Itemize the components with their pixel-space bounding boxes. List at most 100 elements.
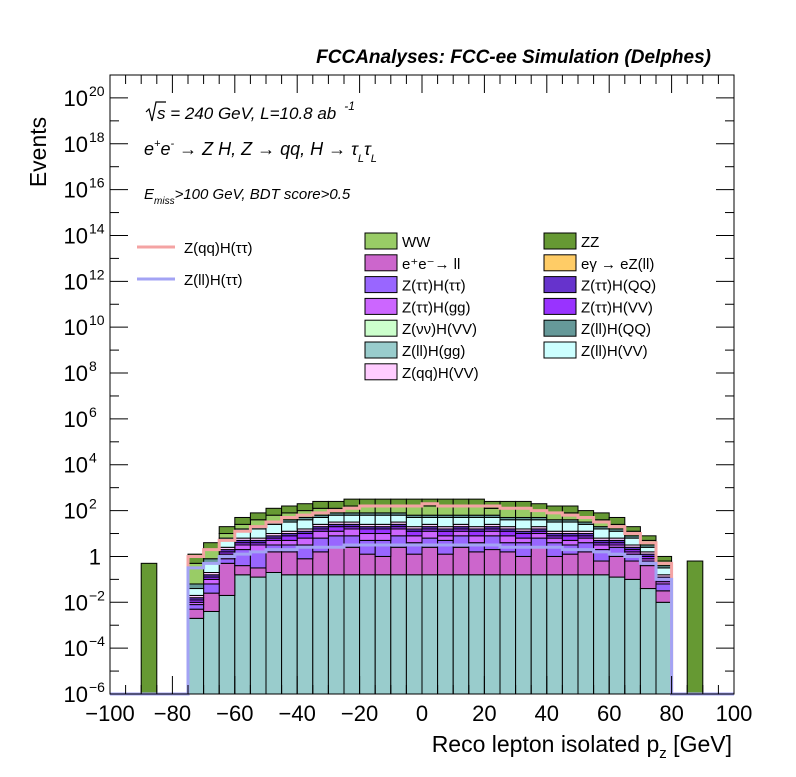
- cuts-E: E: [144, 186, 155, 203]
- process-tau2: τ: [364, 139, 372, 159]
- legend-label: Z(qq)H(ττ): [184, 240, 253, 257]
- stack-bar: [359, 528, 376, 535]
- stack-bar: [187, 588, 205, 596]
- x-tick-label: 0: [416, 701, 428, 726]
- legend-label: Z(ττ)H(gg): [402, 299, 471, 316]
- stack-bar: [405, 530, 423, 537]
- legend-swatch: [543, 276, 577, 294]
- stack-bar: [359, 533, 376, 541]
- stack-bar: [234, 565, 251, 576]
- stack-bar: [530, 546, 548, 576]
- stack-bar: [343, 546, 361, 576]
- x-tick-label: −100: [85, 701, 135, 726]
- signal-legend: Z(qq)H(ττ) Z(ll)H(ττ): [137, 240, 253, 289]
- y-tick-label-exp: 10: [89, 312, 105, 328]
- stack-bar: [374, 533, 392, 541]
- stack-bar: [327, 530, 345, 537]
- stack-bar: [281, 574, 298, 695]
- legend-label: Z(ll)H(gg): [402, 343, 465, 360]
- stack-bar: [390, 514, 407, 523]
- stack-bar: [561, 521, 579, 532]
- stack-bar: [374, 528, 392, 535]
- stack-bar: [249, 576, 267, 695]
- y-tick-label: 10: [64, 132, 88, 157]
- stack-bar: [515, 537, 532, 544]
- process-em-sup: -: [170, 138, 174, 150]
- stack-bar: [390, 528, 407, 537]
- stack-bar: [312, 574, 329, 695]
- stack-bar: [499, 530, 517, 537]
- y-tick-label-base: 10: [64, 178, 88, 203]
- stack-bar: [405, 574, 423, 695]
- stack-bar: [327, 535, 345, 548]
- stack-bar: [203, 583, 220, 594]
- y-tick-label: 10: [64, 269, 88, 294]
- stack-bar: [296, 533, 314, 539]
- y-tick-label: 10: [64, 178, 88, 203]
- stack-bar: [499, 574, 517, 695]
- y-tick-label-base: 10: [64, 315, 88, 340]
- process-ep-sup: +: [154, 138, 161, 150]
- stack-bar: [561, 505, 579, 514]
- stack-bar: [374, 539, 392, 557]
- stack-bar: [561, 535, 579, 541]
- y-tick-label-base: 10: [64, 407, 88, 432]
- stack-bar: [639, 588, 657, 695]
- legend-swatch: [543, 232, 577, 250]
- legend-swatch: [364, 297, 398, 315]
- stack-bar: [483, 507, 501, 516]
- stack-bar: [218, 558, 236, 564]
- energy-annotation: s = 240 GeV, L=10.8 ab -1: [145, 99, 355, 123]
- process-annotation: e+e- → Z H, Z → qq, H → τLτL: [144, 138, 377, 165]
- y-tick-label-exp: 14: [89, 220, 105, 236]
- x-axis-label: Reco lepton isolated pz [GeV]: [432, 731, 732, 762]
- stack-bar: [530, 533, 548, 539]
- stack-bar: [374, 555, 392, 576]
- y-tick-label-exp: −4: [89, 633, 105, 649]
- stack-bar: [203, 578, 220, 585]
- stack-bar: [234, 544, 251, 551]
- stack-bar: [296, 503, 314, 512]
- x-axis-label-sub: z: [659, 745, 667, 762]
- legend-label: Z(ττ)H(ττ): [402, 278, 466, 295]
- legend-label: Z(ττ)H(VV): [581, 299, 653, 316]
- y-tick-label: 10: [64, 315, 88, 340]
- stack-bar: [327, 546, 345, 576]
- stack-bar: [374, 574, 392, 695]
- stack-bar: [249, 512, 267, 521]
- sqrt-sign: [145, 101, 166, 122]
- legend-swatch: [543, 297, 577, 315]
- y-tick-label-base: 10: [64, 86, 88, 111]
- stack-bar: [249, 567, 267, 578]
- stack-bar: [577, 523, 595, 532]
- stack-bar: [218, 526, 236, 535]
- legend-label: Z(ll)H(QQ): [581, 321, 651, 338]
- stack-bar: [234, 516, 251, 525]
- stack-bar: [483, 574, 501, 695]
- stack-bar: [312, 551, 329, 576]
- stack-bar: [281, 539, 298, 546]
- y-tick-label: 10: [64, 590, 88, 615]
- stack-bar: [515, 533, 532, 539]
- stack-bar: [218, 562, 236, 596]
- energy-sup: -1: [344, 99, 355, 113]
- stack-bar: [265, 507, 283, 516]
- legend-swatch: [364, 341, 398, 359]
- stack-bar: [187, 583, 205, 590]
- stack-bar: [421, 546, 439, 576]
- stack-bar: [561, 574, 579, 695]
- stack-bar: [624, 578, 641, 695]
- stack-bar: [296, 519, 314, 530]
- y-tick-label-base: 10: [64, 132, 88, 157]
- stack-bar: [515, 555, 532, 576]
- legend-label: ZZ: [581, 234, 599, 251]
- stack-bar: [343, 498, 361, 507]
- legend-label: eγ → eZ(ll): [581, 256, 654, 273]
- y-tick-label-exp: 18: [89, 129, 105, 145]
- svg-text:s = 240 GeV, L=10.8 ab-1: s = 240 GeV, L=10.8 ab -1: [157, 99, 355, 123]
- cuts-annotation: Emiss>100 GeV, BDT score>0.5: [144, 186, 351, 207]
- stack-bar: [312, 516, 329, 525]
- y-tick-label: 10: [64, 499, 88, 524]
- stack-bar: [624, 537, 641, 546]
- stack-bar: [452, 530, 470, 537]
